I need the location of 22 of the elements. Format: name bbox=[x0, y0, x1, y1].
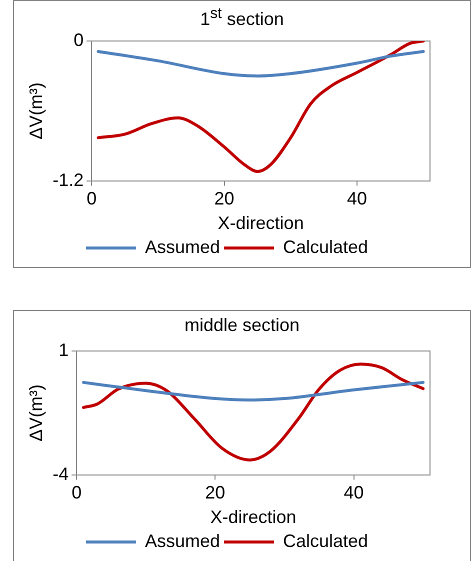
legend-label: Assumed bbox=[144, 530, 220, 551]
legend-label: Calculated bbox=[282, 236, 368, 257]
line-series bbox=[96, 41, 425, 173]
x-tick-label: 40 bbox=[344, 482, 364, 503]
line-series bbox=[82, 362, 425, 462]
chart-title: 1$^{st}$ section bbox=[199, 5, 285, 30]
legend-label: Assumed bbox=[144, 236, 220, 257]
y-tick-label: 1 bbox=[58, 340, 69, 360]
y-tick-label: -4 bbox=[52, 464, 69, 484]
x-tick-label: 40 bbox=[347, 188, 368, 209]
x-tick-label: 20 bbox=[214, 188, 234, 209]
x-tick-label: 0 bbox=[86, 188, 97, 209]
y-axis-title: ΔV(m³) bbox=[26, 384, 46, 442]
y-axis-title: ΔV(m³) bbox=[26, 82, 46, 140]
y-tick-label: -1.2 bbox=[52, 170, 84, 190]
line-series bbox=[82, 380, 425, 402]
chart-title: middle section bbox=[183, 315, 301, 336]
x-tick-label: 20 bbox=[205, 482, 226, 503]
legend-label: Calculated bbox=[282, 530, 368, 551]
x-axis-title: X-direction bbox=[218, 213, 304, 234]
x-axis-title: X-direction bbox=[210, 507, 296, 528]
line-series bbox=[96, 50, 425, 78]
